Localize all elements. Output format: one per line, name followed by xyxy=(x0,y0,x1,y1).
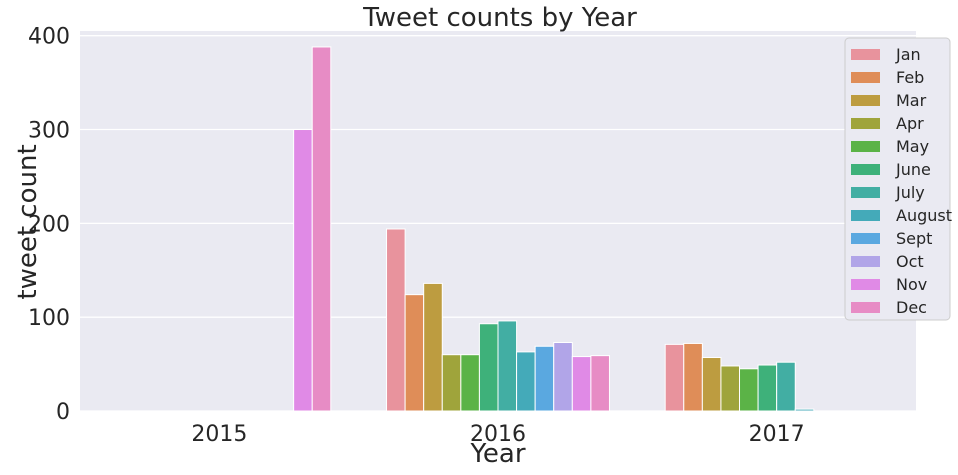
legend-swatch xyxy=(851,187,880,198)
legend-swatch xyxy=(851,279,880,290)
y-tick-label: 400 xyxy=(28,25,70,50)
y-tick-labels: 0 100 200 300 400 xyxy=(28,25,70,425)
bar-apr-2017 xyxy=(720,365,741,412)
bar-nov-2016 xyxy=(571,356,592,412)
x-tick-label: 2015 xyxy=(191,422,247,447)
legend-swatch xyxy=(851,49,880,60)
x-tick-label: 2016 xyxy=(470,422,526,447)
bars-group xyxy=(293,46,815,412)
legend-swatch xyxy=(851,95,880,106)
chart-title: Tweet counts by Year xyxy=(362,3,637,33)
y-tick-label: 0 xyxy=(56,400,70,425)
bar-apr-2016 xyxy=(441,354,462,412)
legend-box xyxy=(844,37,951,321)
bar-july-2016 xyxy=(497,320,518,412)
legend-swatch xyxy=(851,233,880,244)
legend-swatch xyxy=(851,118,880,129)
x-tick-labels: 2015 2016 2017 xyxy=(191,422,804,447)
bar-oct-2016 xyxy=(553,342,573,412)
legend-swatch xyxy=(851,302,880,313)
bar-feb-2016 xyxy=(404,294,425,412)
bar-feb-2017 xyxy=(683,342,703,412)
bar-june-2016 xyxy=(478,323,499,412)
legend-label: May xyxy=(896,137,929,156)
bar-mar-2016 xyxy=(423,282,443,412)
y-tick-label: 300 xyxy=(28,119,70,144)
bar-dec-2016 xyxy=(590,355,610,412)
bar-august-2017 xyxy=(794,408,815,412)
legend-swatch xyxy=(851,210,880,221)
bar-may-2017 xyxy=(739,368,759,412)
legend-swatch xyxy=(851,164,880,175)
bar-may-2016 xyxy=(460,354,480,412)
legend-label: Mar xyxy=(896,91,927,110)
legend-label: Nov xyxy=(896,275,927,294)
bar-mar-2017 xyxy=(701,357,722,412)
bar-august-2016 xyxy=(516,351,536,412)
legend-label: Sept xyxy=(896,229,932,248)
bar-jan-2016 xyxy=(386,228,406,412)
legend-label: August xyxy=(896,206,952,225)
legend-label: July xyxy=(895,183,925,202)
bar-nov-2015 xyxy=(293,129,313,412)
legend-label: Dec xyxy=(896,298,927,317)
legend: Jan Feb Mar Apr May June July August Sept Oct Nov D… xyxy=(844,37,952,321)
y-tick-label: 100 xyxy=(28,306,70,331)
bar-jan-2017 xyxy=(664,343,685,412)
legend-label: Oct xyxy=(896,252,924,271)
y-tick-label: 200 xyxy=(28,212,70,237)
x-tick-label: 2017 xyxy=(749,422,805,447)
bar-june-2017 xyxy=(757,364,778,412)
legend-label: Feb xyxy=(896,68,924,87)
legend-label: Jan xyxy=(895,45,921,64)
y-axis-label: tweet count xyxy=(13,144,43,299)
legend-swatch xyxy=(851,72,880,83)
legend-label: June xyxy=(895,160,931,179)
bar-dec-2015 xyxy=(311,46,332,412)
legend-label: Apr xyxy=(896,114,924,133)
bar-july-2017 xyxy=(776,361,796,412)
legend-swatch xyxy=(851,141,880,152)
legend-swatch xyxy=(851,256,880,267)
x-axis-label: Year xyxy=(469,439,525,469)
bar-sept-2016 xyxy=(534,345,555,412)
